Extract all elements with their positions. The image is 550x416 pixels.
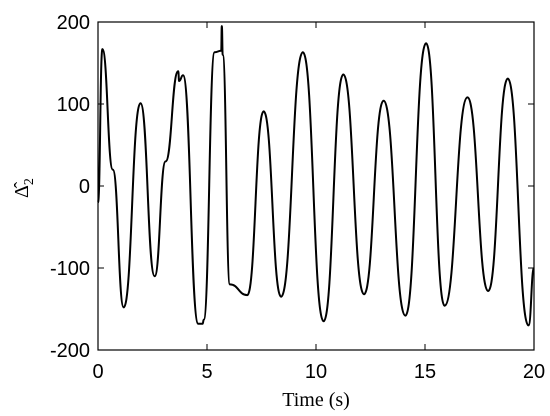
y-axis-title-subscript: 2 <box>22 178 37 185</box>
x-tick-label: 15 <box>414 361 436 383</box>
x-tick-label: 5 <box>201 361 212 383</box>
y-tick-label: 100 <box>57 94 90 116</box>
y-axis-title: Δ̂2 <box>11 178 37 198</box>
x-tick-label: 10 <box>305 361 327 383</box>
series-line <box>97 25 535 327</box>
y-axis-title-main: Δ̂ <box>11 181 33 198</box>
x-tick-label: 0 <box>92 361 103 383</box>
axis-ticks <box>97 21 535 351</box>
y-tick-label: 200 <box>57 12 90 34</box>
axis-tick-labels: 0 5 10 15 20 -200 -100 0 100 200 <box>50 12 545 383</box>
y-tick-label: 0 <box>79 176 90 198</box>
y-tick-label: -200 <box>50 340 90 362</box>
x-axis-title: Time (s) <box>282 389 350 411</box>
y-tick-label: -100 <box>50 258 90 280</box>
x-tick-label: 20 <box>523 361 545 383</box>
plot-frame <box>97 21 535 351</box>
